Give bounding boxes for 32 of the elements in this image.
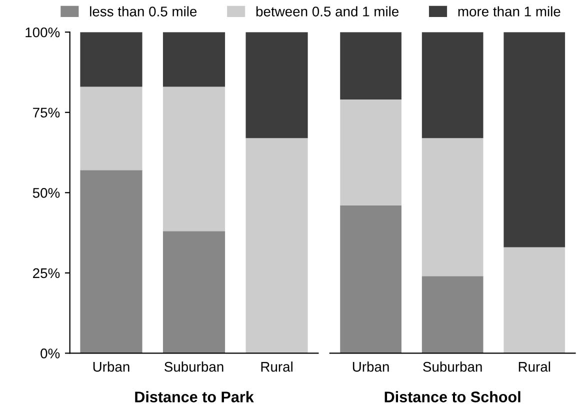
x-tick-label: Urban [93,362,130,372]
y-tick-label: 25% [33,268,60,278]
x-tick-label: Suburban [164,362,224,372]
y-tick-label: 50% [32,188,60,198]
bar [80,170,142,354]
y-tick-label: 100% [26,27,60,38]
bar [504,247,566,354]
legend-label: more than 1 mile [458,6,560,16]
x-tick-label: Suburban [423,362,482,372]
x-axis-title: Distance to School [384,391,520,402]
bar [80,32,142,87]
bar [162,32,226,87]
bar [246,138,308,354]
bar [340,32,402,100]
bar [246,32,308,138]
bar [422,276,484,354]
y-tick-label: 75% [33,108,60,118]
bar [162,231,226,354]
bar [422,138,484,276]
bar [340,206,402,354]
x-tick-label: Urban [352,362,389,372]
x-tick-label: Rural [518,362,550,372]
x-tick-label: Rural [261,362,292,372]
bar [340,100,402,206]
y-tick-label: 0% [40,348,60,358]
bar [162,86,226,232]
bar [422,32,484,138]
legend-label: less than 0.5 mile [90,6,197,16]
bar [80,86,142,170]
bar [504,32,566,248]
legend-label: between 0.5 and 1 mile [256,6,399,16]
x-axis-title: Distance to Park [135,391,254,402]
